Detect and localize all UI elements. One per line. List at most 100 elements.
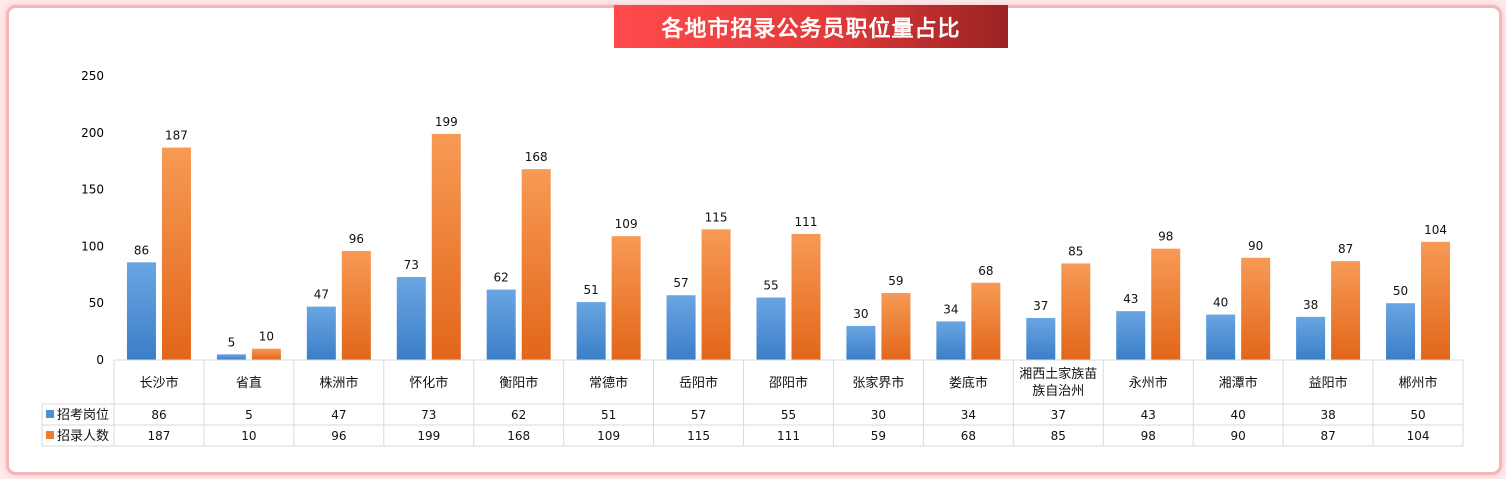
bar-positions: [576, 302, 606, 360]
table-cell-value: 109: [597, 429, 620, 443]
bar-recruits: [791, 233, 821, 360]
table-cell-value: 5: [245, 408, 253, 422]
table-cell-value: 87: [1320, 429, 1335, 443]
data-label: 5: [228, 335, 236, 349]
table-cell-value: 111: [777, 429, 800, 443]
table-cell-value: 199: [417, 429, 440, 443]
table-cell-value: 38: [1320, 408, 1335, 422]
legend-swatch: [46, 410, 54, 418]
data-label: 34: [943, 302, 958, 316]
data-label: 68: [978, 264, 993, 278]
data-label: 90: [1248, 239, 1263, 253]
chart-frame: [6, 5, 1502, 475]
x-category-label: 永州市: [1129, 375, 1168, 391]
legend-label: 招考岗位: [57, 408, 109, 423]
x-category-label: 衡阳市: [499, 375, 538, 391]
x-category-label: 省直: [236, 376, 262, 391]
x-category-label: 湘西土家族苗: [1019, 366, 1097, 382]
data-label: 85: [1068, 244, 1083, 258]
table-cell-value: 68: [961, 429, 976, 443]
bar-positions: [1206, 314, 1236, 360]
bar-positions: [1026, 317, 1056, 360]
data-label: 62: [494, 271, 509, 285]
bar-recruits: [251, 348, 281, 360]
bar-recruits: [521, 169, 551, 360]
bar-recruits: [1061, 263, 1091, 360]
table-cell-value: 30: [871, 408, 886, 422]
table-cell-value: 104: [1407, 429, 1430, 443]
table-cell-value: 55: [781, 408, 796, 422]
data-label: 10: [259, 330, 274, 344]
data-label: 96: [349, 232, 364, 246]
data-label: 73: [404, 258, 419, 272]
table-cell-value: 59: [871, 429, 886, 443]
table-cell-value: 187: [148, 429, 171, 443]
data-label: 87: [1338, 242, 1353, 256]
x-category-label: 长沙市: [139, 375, 178, 391]
legend-label: 招录人数: [57, 429, 109, 444]
bar-positions: [306, 306, 336, 360]
table-cell-value: 40: [1231, 408, 1246, 422]
bar-positions: [1296, 316, 1326, 360]
table-cell-value: 43: [1141, 408, 1156, 422]
bar-recruits: [1151, 248, 1181, 360]
table-cell-value: 168: [507, 429, 530, 443]
table-cell-value: 115: [687, 429, 710, 443]
table-cell-value: 85: [1051, 429, 1066, 443]
y-tick-label: 100: [81, 239, 104, 253]
data-label: 59: [888, 274, 903, 288]
data-label: 38: [1303, 298, 1318, 312]
data-label: 50: [1393, 284, 1408, 298]
bar-recruits: [701, 229, 731, 360]
data-label: 115: [705, 210, 728, 224]
data-label: 55: [763, 279, 778, 293]
table-cell-value: 37: [1051, 408, 1066, 422]
bar-recruits: [161, 147, 191, 360]
y-tick-label: 50: [89, 296, 104, 310]
y-tick-label: 200: [81, 126, 104, 140]
table-cell-value: 10: [241, 429, 256, 443]
bar-recruits: [341, 250, 371, 360]
data-label: 51: [583, 283, 598, 297]
table-cell-value: 90: [1231, 429, 1246, 443]
table-cell-value: 47: [331, 408, 346, 422]
bar-recruits: [971, 282, 1001, 360]
data-label: 187: [165, 129, 188, 143]
bar-recruits: [431, 133, 461, 360]
data-label: 168: [525, 150, 548, 164]
bar-positions: [1116, 311, 1146, 360]
table-cell-value: 50: [1410, 408, 1425, 422]
table-cell-value: 57: [691, 408, 706, 422]
data-label: 47: [314, 288, 329, 302]
table-cell-value: 34: [961, 408, 976, 422]
bar-recruits: [881, 292, 911, 360]
y-tick-label: 0: [96, 353, 104, 367]
x-category-label: 邵阳市: [769, 375, 808, 391]
data-label: 43: [1123, 292, 1138, 306]
table-cell-value: 51: [601, 408, 616, 422]
bar-recruits: [1241, 257, 1271, 360]
y-tick-label: 150: [81, 183, 104, 197]
bar-positions: [126, 262, 156, 360]
x-category-label: 娄底市: [949, 375, 988, 391]
table-cell-value: 62: [511, 408, 526, 422]
data-label: 37: [1033, 299, 1048, 313]
x-category-label: 族自治州: [1032, 383, 1084, 399]
x-category-label: 张家界市: [852, 375, 904, 391]
legend-swatch: [46, 431, 54, 439]
x-category-label: 湘潭市: [1219, 375, 1258, 391]
data-label: 104: [1424, 223, 1447, 237]
bar-positions: [216, 354, 246, 360]
data-label: 199: [435, 115, 458, 129]
x-category-label: 郴州市: [1399, 375, 1438, 391]
x-category-label: 益阳市: [1309, 375, 1348, 391]
bar-positions: [846, 325, 876, 360]
bar-positions: [936, 321, 966, 360]
table-cell-value: 96: [331, 429, 346, 443]
data-label: 98: [1158, 230, 1173, 244]
data-label: 86: [134, 243, 149, 257]
table-cell-value: 86: [151, 408, 166, 422]
x-category-label: 常德市: [589, 375, 628, 391]
bar-positions: [666, 295, 696, 360]
